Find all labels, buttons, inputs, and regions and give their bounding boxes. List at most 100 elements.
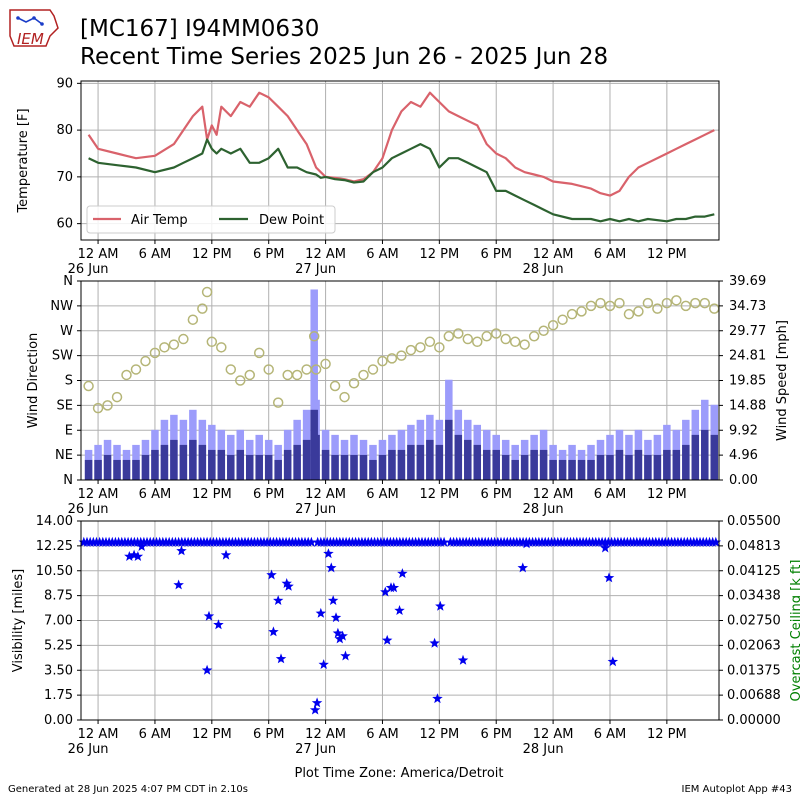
wind-dir-tick-label: NE xyxy=(55,448,73,463)
wind-speed-bar xyxy=(634,449,643,480)
wind-speed-bar xyxy=(359,454,368,480)
vis-ytick-label: 12.25 xyxy=(36,539,73,554)
vis-xtick-label: 12 PM xyxy=(647,727,687,742)
visibility-point xyxy=(283,580,294,591)
legend-dew-point-label: Dew Point xyxy=(259,213,324,228)
wind-direction-point xyxy=(130,364,142,375)
visibility-point xyxy=(311,697,323,708)
wind-speed-bar xyxy=(435,444,444,480)
visibility-point xyxy=(273,595,284,605)
wind-direction-point xyxy=(633,306,644,317)
wind-speed-tick-label: 4.96 xyxy=(729,448,758,463)
wind-speed-bar xyxy=(103,454,112,480)
wind-direction-point xyxy=(538,325,549,336)
wind-direction-point xyxy=(614,297,625,309)
wind-speed-bar xyxy=(94,459,102,480)
wind-dir-tick-label: SE xyxy=(57,398,73,413)
wind-direction-point xyxy=(149,347,161,359)
wind-direction-point xyxy=(291,369,303,381)
wind-direction-point xyxy=(348,378,360,389)
wind-speed-bar xyxy=(625,454,633,480)
vis-border xyxy=(80,520,720,721)
wind-speed-bar xyxy=(701,429,709,480)
wind-speed-bar xyxy=(549,459,557,480)
wind-speed-bar xyxy=(568,459,576,480)
wind-speed-bar xyxy=(606,454,614,480)
wind-gust-bar xyxy=(310,289,318,480)
wind-direction-point xyxy=(178,333,189,345)
wind-speed-tick-label: 9.92 xyxy=(729,423,758,438)
visibility-point xyxy=(394,605,405,615)
temp-xtick-label: 6 AM xyxy=(139,247,172,262)
wind-direction-point xyxy=(396,350,407,361)
wind-speed-bar xyxy=(511,459,519,480)
vis-ytick-label: 5.25 xyxy=(44,638,73,653)
wind-direction-point xyxy=(453,328,464,339)
wind-direction-point xyxy=(557,314,568,325)
wind-direction-point xyxy=(652,303,663,314)
wind-speed-bar xyxy=(170,439,178,480)
app-footer: IEM Autoplot App #43 xyxy=(681,784,792,795)
wind-speed-bar xyxy=(350,454,358,480)
visibility-point xyxy=(380,586,391,597)
wind-speed-tick-label: 19.85 xyxy=(729,374,766,389)
ceiling-tick-label: 0.02750 xyxy=(727,614,781,629)
wind-direction-point xyxy=(528,331,540,342)
wind-direction-point xyxy=(405,344,417,356)
wind-xtick-date: 26 Jun xyxy=(68,502,109,517)
wind-speed-bar xyxy=(653,454,662,480)
temp-ytick-label: 70 xyxy=(56,170,73,185)
wind-direction-point xyxy=(604,300,616,312)
wind-speed-tick-label: 39.69 xyxy=(729,274,766,289)
wind-direction-point xyxy=(358,369,369,381)
wind-xtick-label: 6 AM xyxy=(366,487,399,502)
visibility-point xyxy=(268,626,279,637)
wind-xtick-label: 12 PM xyxy=(647,487,687,502)
wind-direction-point xyxy=(585,300,597,312)
wind-direction-point xyxy=(111,391,123,403)
wind-speed-bar xyxy=(672,449,681,480)
wind-direction-point xyxy=(699,297,711,309)
vis-xtick-label: 12 AM xyxy=(78,727,119,742)
wind-direction-point xyxy=(547,319,559,331)
visibility-point xyxy=(438,536,450,547)
wind-direction-point xyxy=(308,331,320,342)
ceiling-tick-label: 0.04125 xyxy=(727,564,781,579)
wind-speed-bar xyxy=(208,449,216,480)
wind-direction-point xyxy=(320,358,331,370)
visibility-point xyxy=(281,578,292,588)
wind-speed-bar xyxy=(539,449,548,480)
temp-legend: Air Temp Dew Point xyxy=(86,205,336,234)
ceiling-tick-label: 0.04813 xyxy=(727,539,781,554)
temp-xtick-label: 12 PM xyxy=(647,247,687,262)
wind-speed-bar xyxy=(255,454,263,480)
wind-dir-tick-label: W xyxy=(60,324,73,339)
wind-border xyxy=(80,280,720,481)
temp-xtick-label: 6 PM xyxy=(253,247,284,262)
visibility-point xyxy=(517,562,528,573)
visibility-point xyxy=(318,659,329,669)
visibility-point xyxy=(337,630,348,641)
vis-ytick-label: 14.00 xyxy=(36,514,73,529)
wind-speed-bar xyxy=(577,459,586,480)
generated-footer: Generated at 28 Jun 2025 4:07 PM CDT in … xyxy=(8,784,249,795)
wind-speed-bar xyxy=(710,434,719,480)
wind-direction-point xyxy=(642,297,654,309)
dew-point-line xyxy=(88,138,715,223)
visibility-point xyxy=(330,612,342,623)
wind-direction-point xyxy=(83,380,94,392)
visibility-point xyxy=(327,595,339,605)
wind-direction-point xyxy=(519,339,530,350)
wind-xtick-label: 6 PM xyxy=(480,487,511,502)
wind-xtick-date: 28 Jun xyxy=(523,502,564,517)
temp-xtick-date: 28 Jun xyxy=(523,262,564,277)
vis-ytick-label: 1.75 xyxy=(44,688,73,703)
temp-border xyxy=(80,80,720,241)
vis-ytick-label: 7.00 xyxy=(44,614,73,629)
wind-xtick-label: 12 PM xyxy=(419,487,459,502)
wind-direction-ylabel: Wind Direction xyxy=(26,333,41,429)
wind-direction-point xyxy=(206,336,218,348)
visibility-point xyxy=(315,607,327,618)
wind-xtick-label: 12 AM xyxy=(533,487,574,502)
